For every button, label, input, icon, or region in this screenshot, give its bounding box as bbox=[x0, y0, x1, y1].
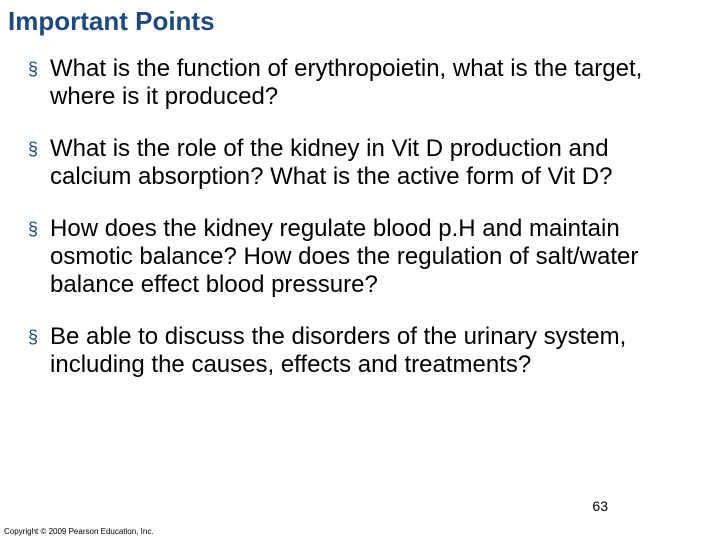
slide-title: Important Points bbox=[0, 0, 720, 37]
bullet-list: § What is the function of erythropoietin… bbox=[0, 37, 720, 379]
list-item: § How does the kidney regulate blood p.H… bbox=[28, 215, 692, 299]
bullet-text: What is the role of the kidney in Vit D … bbox=[50, 135, 692, 191]
list-item: § Be able to discuss the disorders of th… bbox=[28, 323, 692, 379]
list-item: § What is the function of erythropoietin… bbox=[28, 55, 692, 111]
bullet-text: How does the kidney regulate blood p.H a… bbox=[50, 215, 692, 299]
copyright-text: Copyright © 2009 Pearson Education, Inc. bbox=[4, 527, 154, 536]
bullet-marker: § bbox=[28, 215, 38, 243]
bullet-text: What is the function of erythropoietin, … bbox=[50, 55, 692, 111]
bullet-marker: § bbox=[28, 55, 38, 83]
page-number: 63 bbox=[592, 498, 608, 514]
list-item: § What is the role of the kidney in Vit … bbox=[28, 135, 692, 191]
bullet-marker: § bbox=[28, 323, 38, 351]
bullet-text: Be able to discuss the disorders of the … bbox=[50, 323, 692, 379]
bullet-marker: § bbox=[28, 135, 38, 163]
